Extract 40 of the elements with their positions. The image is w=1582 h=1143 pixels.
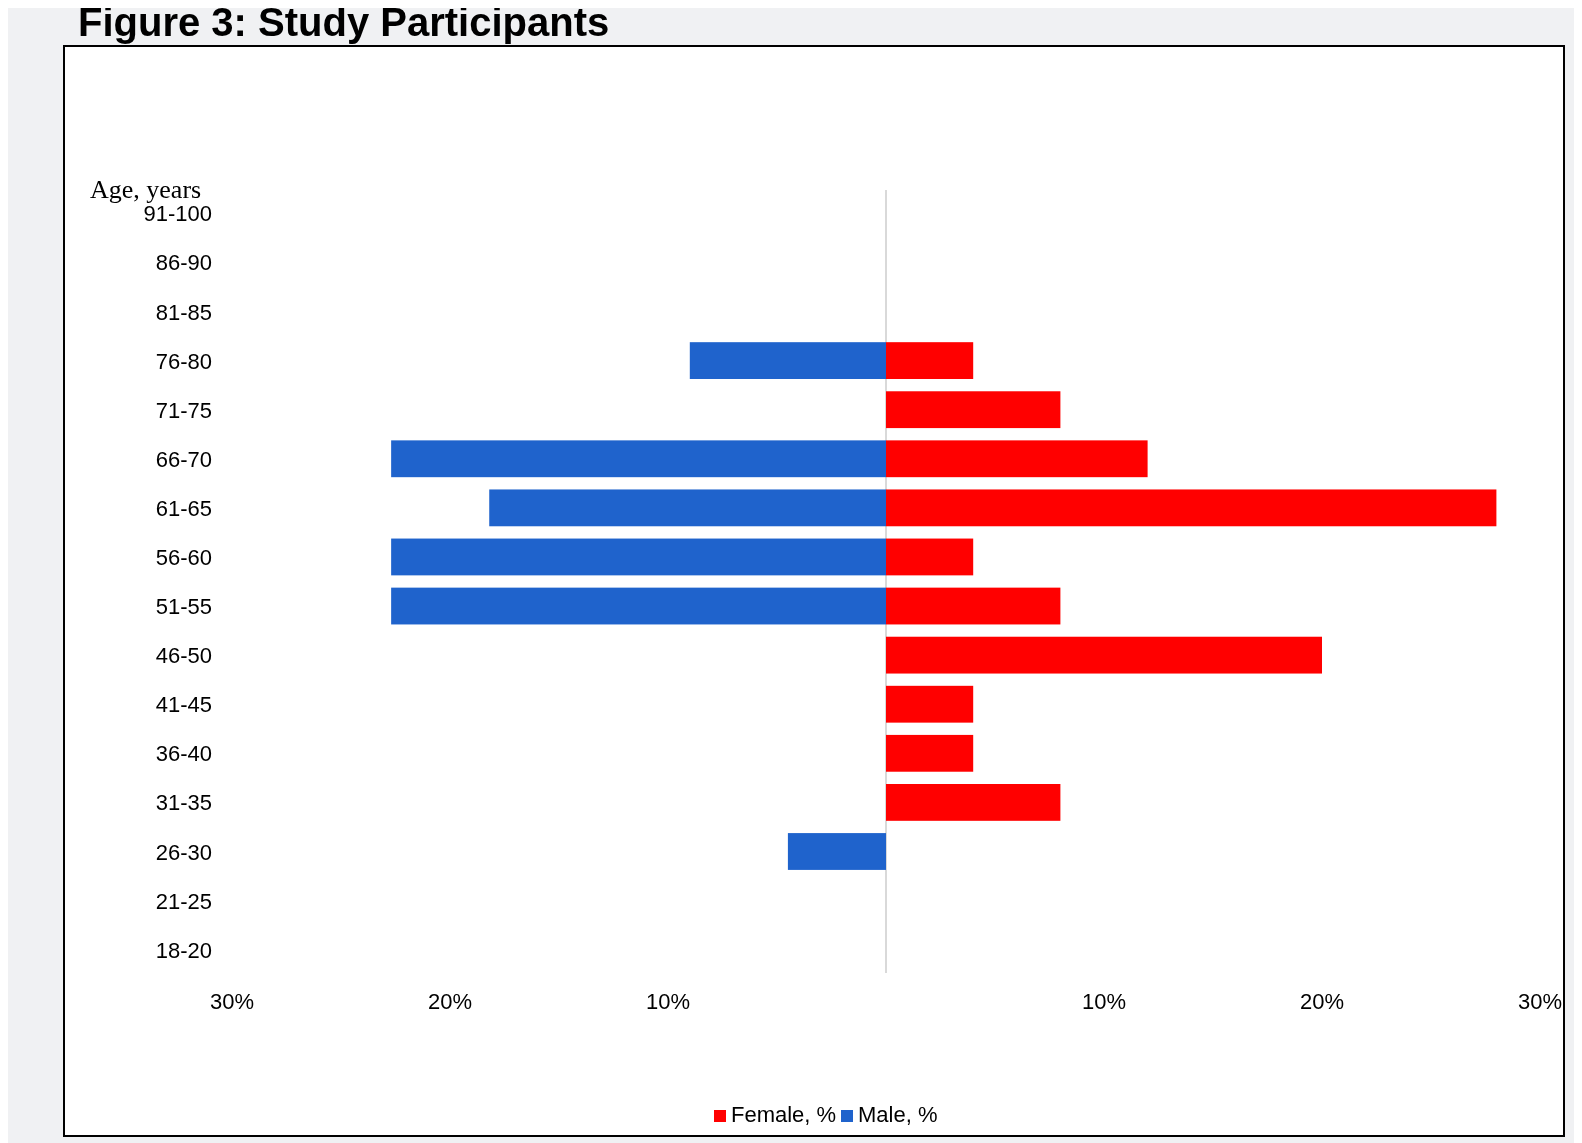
y-axis-title: Age, years <box>90 175 202 204</box>
bar <box>787 833 886 870</box>
y-tick-label: 66-70 <box>155 446 212 472</box>
y-tick-label: 26-30 <box>155 839 212 865</box>
x-tick-label: 20% <box>427 989 473 1014</box>
y-tick-label: 21-25 <box>155 888 212 914</box>
bar <box>886 489 1497 527</box>
y-tick-label: 18-20 <box>155 937 212 963</box>
x-tick-label: 20% <box>1299 989 1345 1014</box>
bar <box>886 587 1061 625</box>
bar <box>391 587 886 625</box>
y-tick-label: 46-50 <box>155 643 212 669</box>
bar <box>886 734 974 772</box>
y-tick-label: 81-85 <box>155 299 212 325</box>
bar <box>886 685 974 723</box>
bar <box>886 342 974 379</box>
bar <box>391 538 886 576</box>
legend-label: Male, % <box>858 1102 938 1127</box>
y-tick-label: 36-40 <box>155 741 212 767</box>
x-tick-label: 30% <box>1517 989 1563 1014</box>
y-tick-label: 76-80 <box>155 348 212 374</box>
bar <box>689 342 886 379</box>
x-tick-label: 10% <box>645 989 691 1014</box>
bar <box>886 784 1061 821</box>
y-tick-label: 61-65 <box>155 495 212 521</box>
y-tick-label: 41-45 <box>155 692 212 718</box>
y-tick-label: 86-90 <box>155 250 212 276</box>
x-tick-label: 10% <box>1081 989 1127 1014</box>
bar <box>886 391 1061 429</box>
legend-label: Female, % <box>731 1102 837 1127</box>
y-tick-label: 56-60 <box>155 544 212 570</box>
bar <box>886 636 1322 674</box>
y-tick-label: 31-35 <box>155 790 212 816</box>
bar <box>886 440 1148 478</box>
y-tick-label: 51-55 <box>155 594 212 620</box>
bar <box>391 440 886 478</box>
y-tick-label: 71-75 <box>155 397 212 423</box>
bar <box>489 489 886 527</box>
bar <box>886 538 974 576</box>
x-tick-label: 30% <box>209 989 255 1014</box>
